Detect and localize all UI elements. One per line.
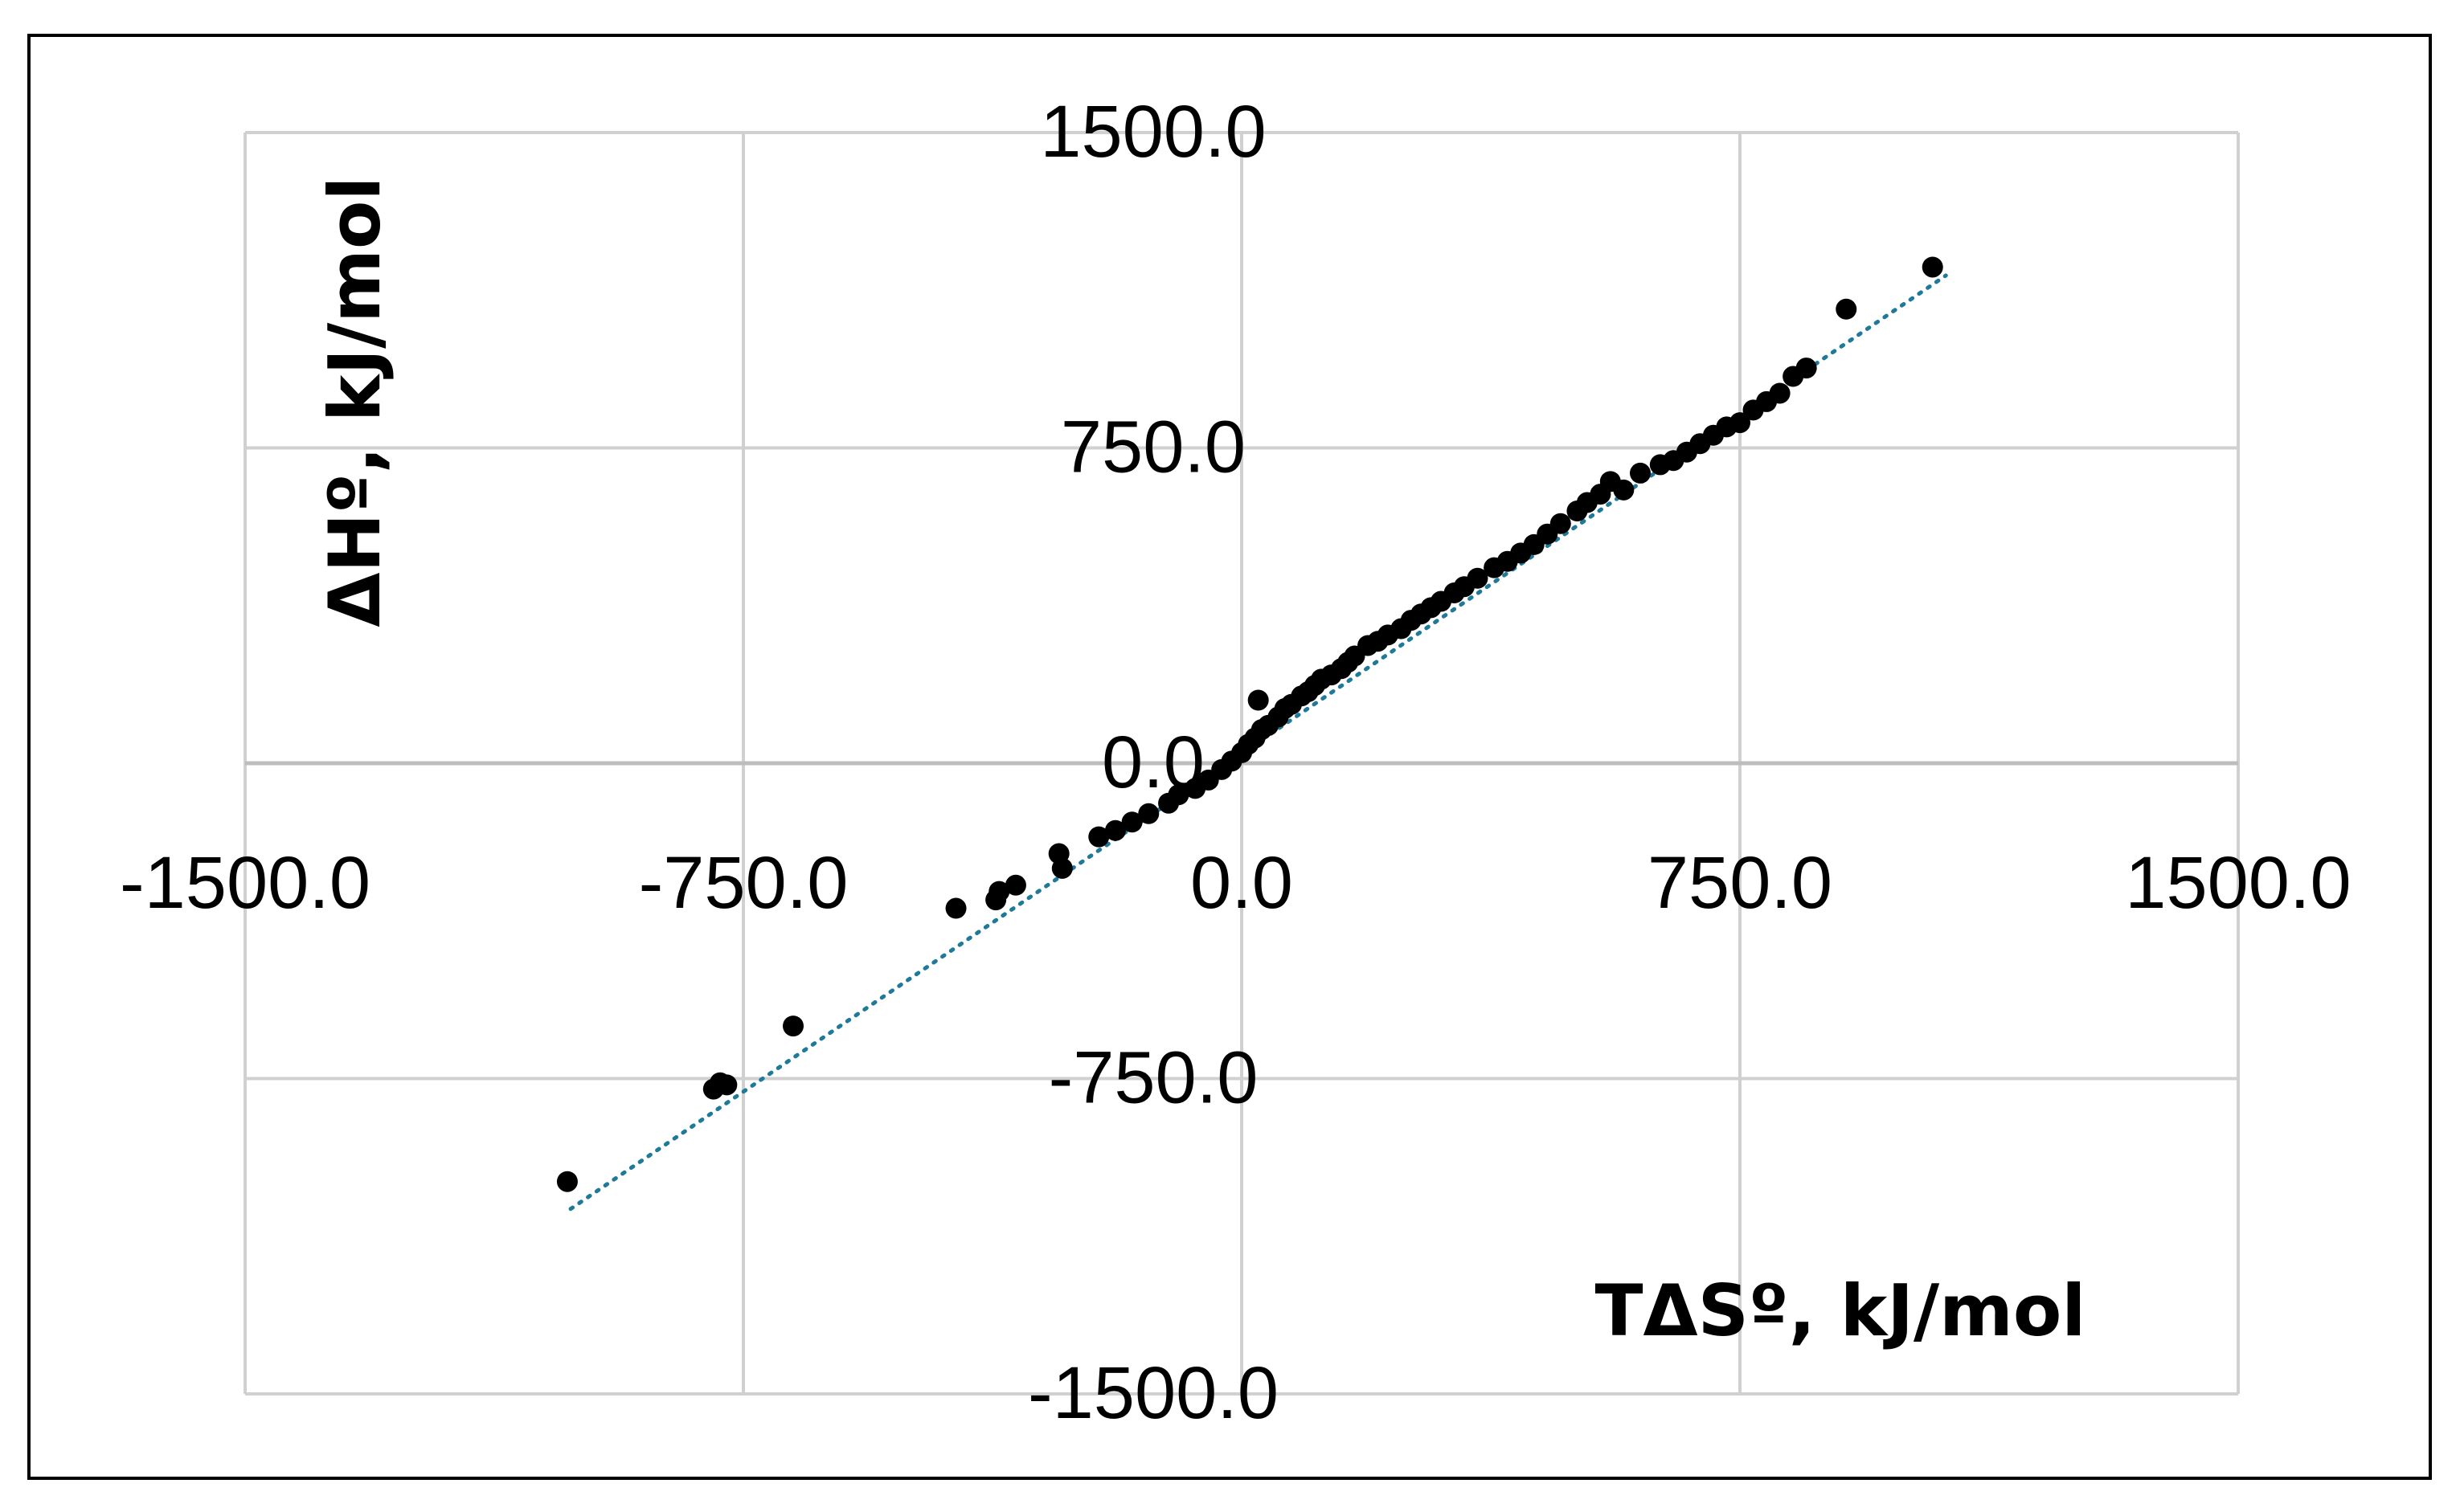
data-points: [556, 256, 1943, 1192]
y-tick-label: -750.0: [1049, 1037, 1259, 1119]
data-point: [1048, 843, 1070, 864]
grid-lines: [244, 131, 2240, 1396]
data-point: [1467, 567, 1488, 589]
data-point: [783, 1015, 804, 1037]
x-tick-label: 1500.0: [2125, 842, 2351, 924]
data-point: [1769, 382, 1791, 404]
data-point: [1168, 784, 1189, 806]
y-axis-title: ΔHº, kJ/mol: [313, 176, 396, 627]
data-point: [1104, 819, 1126, 841]
data-point: [1836, 298, 1857, 320]
data-point: [1630, 462, 1651, 484]
y-tick-label: 750.0: [1061, 407, 1246, 488]
y-tick-label: -1500.0: [1028, 1352, 1279, 1434]
tick-labels: -1500.0 -750.0 0.0 750.0 1500.0 1500.0 750.0 0.…: [120, 91, 2352, 1434]
x-tick-label: -750.0: [639, 842, 849, 924]
x-axis-title: TΔSº, kJ/mol: [1595, 1269, 2086, 1352]
data-point: [1088, 826, 1110, 848]
data-point: [1613, 479, 1635, 501]
y-tick-label: 1500.0: [1040, 91, 1266, 173]
x-tick-label: -1500.0: [120, 842, 370, 924]
data-point: [1138, 803, 1160, 824]
data-point: [1549, 513, 1571, 534]
data-point: [1247, 689, 1269, 711]
data-point: [556, 1171, 578, 1192]
data-point: [1121, 811, 1143, 833]
x-tick-label: 750.0: [1648, 842, 1832, 924]
data-point: [1795, 358, 1817, 379]
data-point: [716, 1074, 738, 1096]
data-point: [945, 897, 967, 919]
x-tick-label: 0.0: [1190, 842, 1293, 924]
data-point: [1729, 412, 1750, 434]
data-point: [1005, 874, 1026, 896]
y-tick-label: 0.0: [1102, 721, 1205, 803]
data-point: [989, 881, 1010, 902]
data-point: [1922, 256, 1943, 278]
